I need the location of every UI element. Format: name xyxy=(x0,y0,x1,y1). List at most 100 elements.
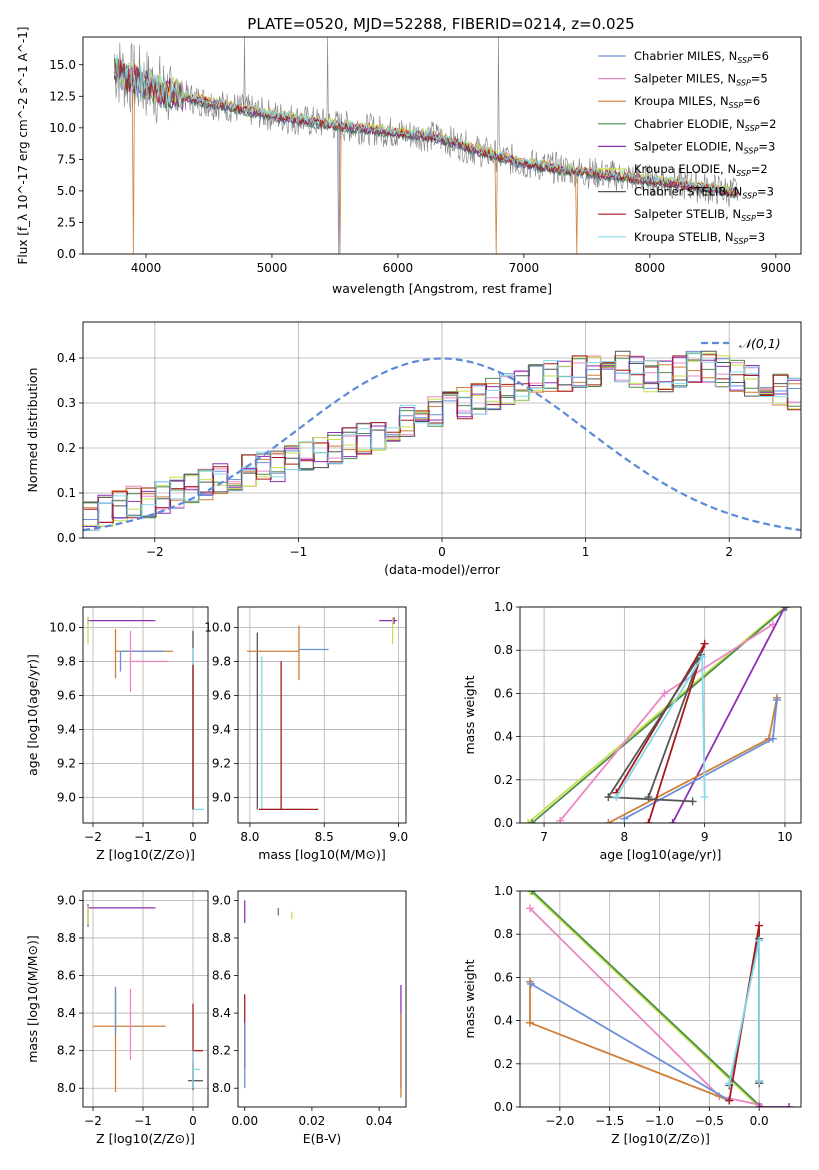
y-tick-label: 5.0 xyxy=(57,184,76,198)
y-tick-label: 0.1 xyxy=(57,486,76,500)
x-tick-label: −1.5 xyxy=(595,1114,624,1128)
weight-marker xyxy=(755,1077,764,1086)
y-tick-label: 9.4 xyxy=(57,722,76,736)
residual-histogram xyxy=(83,350,801,517)
x-tick-label: −1.0 xyxy=(645,1114,674,1128)
legend-entry: 𝒩(0,1) xyxy=(739,336,781,351)
residual-histogram xyxy=(83,355,801,509)
y-tick-label: 8.6 xyxy=(212,969,231,983)
x-tick-label: 10 xyxy=(777,830,792,844)
x-tick-label: 7 xyxy=(540,830,548,844)
residual-histogram xyxy=(83,352,801,527)
x-tick-label: −2.0 xyxy=(545,1114,574,1128)
weight-marker xyxy=(525,904,534,913)
legend-entry: Salpeter ELODIE, NSSP=3 xyxy=(634,139,775,155)
y-tick-label: 0.0 xyxy=(57,247,76,261)
y-tick-label: 10.0 xyxy=(49,620,76,634)
weight-marker xyxy=(698,652,707,661)
weight-marker xyxy=(644,793,653,802)
x-tick-label: 0.00 xyxy=(231,1114,258,1128)
y-tick-label: 8.4 xyxy=(212,1006,231,1020)
model-spectrum-line xyxy=(114,58,739,254)
weight-line xyxy=(527,607,786,823)
x-tick-label: 8.5 xyxy=(315,830,334,844)
y-tick-label: 9.0 xyxy=(57,893,76,907)
weight-marker xyxy=(527,891,536,895)
figure-title: PLATE=0520, MJD=52288, FIBERID=0214, z=0… xyxy=(247,15,634,33)
x-tick-label: 4000 xyxy=(131,261,162,275)
y-tick-label: 0.0 xyxy=(57,531,76,545)
y-tick-label: 9.0 xyxy=(212,893,231,907)
y-tick-label: 1.0 xyxy=(494,884,513,898)
x-tick-label: 5000 xyxy=(257,261,288,275)
weight-vs-age-panel: 7 8 9 10 0.0 0.2 0.4 0.6 0.8 1.0 age [log10(age/yr… xyxy=(462,600,802,862)
errorbar-plot-area xyxy=(87,904,203,1092)
age-vs-Z-panel: −2 −1 0 9.0 9.2 9.4 9.6 9.8 10.0 Z [log10(Z/Z⊙)] a… xyxy=(25,606,209,862)
y-tick-label: 9.4 xyxy=(212,722,231,736)
x-axis-label: age [log10(age/yr)] xyxy=(600,847,722,862)
x-tick-label: 7000 xyxy=(509,261,540,275)
y-tick-label: 8.2 xyxy=(57,1044,76,1058)
y-tick-label: 0.0 xyxy=(494,1100,513,1114)
x-axis-label: Z [log10(Z/Z⊙)] xyxy=(96,847,195,862)
y-tick-label: 1.0 xyxy=(494,600,513,614)
axes-frame xyxy=(519,606,802,824)
axes-frame xyxy=(237,606,407,824)
errorbar-plot-area xyxy=(87,617,204,811)
mass-vs-ebv-panel: 0.00 0.02 0.04 8.0 8.2 8.4 8.6 8.8 9.0 E(B-V) xyxy=(212,890,407,1146)
y-tick-label: 0.8 xyxy=(494,643,513,657)
x-axis-label: Z [log10(Z/Z⊙)] xyxy=(96,1131,195,1146)
residual-histogram xyxy=(84,353,801,532)
weight-line xyxy=(530,983,730,1102)
weight-marker xyxy=(612,793,621,802)
y-axis-label: mass weight xyxy=(462,675,477,754)
y-tick-label: 9.2 xyxy=(57,756,76,770)
residual-histogram xyxy=(83,356,801,527)
mass-vs-Z-panel: −2 −1 0 8.0 8.2 8.4 8.6 8.8 9.0 Z [log10(Z/Z⊙)] ma… xyxy=(25,890,209,1146)
y-tick-label: 10.0 xyxy=(49,121,76,135)
weight-line xyxy=(671,607,786,823)
y-axis-label: mass [log10(M/M⊙)] xyxy=(25,935,40,1063)
y-tick-label: 9.6 xyxy=(57,688,76,702)
y-tick-label: 0.2 xyxy=(494,773,513,787)
y-tick-label: 2.5 xyxy=(57,215,76,229)
weight-line xyxy=(606,654,702,803)
x-tick-label: 1 xyxy=(582,545,590,559)
axes-frame xyxy=(519,890,802,1108)
legend-entry: Kroupa MILES, NSSP=6 xyxy=(634,94,760,110)
weight-marker xyxy=(700,793,709,802)
residuals-plot-area xyxy=(83,350,801,532)
errorbar-plot-area xyxy=(244,900,402,1098)
weight-marker xyxy=(668,819,677,823)
x-tick-label: 2 xyxy=(725,545,733,559)
x-tick-label: −1 xyxy=(134,830,152,844)
weight-marker xyxy=(524,819,533,823)
x-tick-label: 9000 xyxy=(761,261,792,275)
y-tick-label: 8.8 xyxy=(212,931,231,945)
x-tick-label: −1 xyxy=(134,1114,152,1128)
weight-marker xyxy=(660,689,669,698)
y-tick-label: 0.4 xyxy=(494,730,513,744)
weight-vs-Z-panel: −2.0 −1.5 −1.0 −0.5 0.0 0.0 0.2 0.4 0.6 0.8 1.0 Z [… xyxy=(462,884,802,1146)
weight-marker xyxy=(785,1103,794,1107)
axes-frame xyxy=(82,890,209,1108)
x-axis-label: E(B-V) xyxy=(303,1131,342,1146)
x-tick-label: −0.5 xyxy=(695,1114,724,1128)
weight-marker xyxy=(525,1018,534,1027)
y-axis-label: age [log10(age/yr)] xyxy=(25,654,40,776)
y-axis-label: Normed distribution xyxy=(25,368,40,493)
y-tick-label: 9.0 xyxy=(212,790,231,804)
y-tick-label: 9.6 xyxy=(212,688,231,702)
weight-marker xyxy=(725,1079,734,1088)
weight-marker xyxy=(528,819,537,823)
y-tick-label: 0.6 xyxy=(494,970,513,984)
spectrum-legend: Chabrier MILES, NSSP=6 Salpeter MILES, NS… xyxy=(598,49,776,246)
y-tick-label: 7.5 xyxy=(57,152,76,166)
x-tick-label: 0.04 xyxy=(366,1114,393,1128)
y-tick-label: 0.2 xyxy=(57,441,76,455)
y-tick-label: 12.5 xyxy=(49,89,76,103)
y-tick-label: 9.8 xyxy=(57,654,76,668)
x-tick-label: 8000 xyxy=(635,261,666,275)
legend-entry: Chabrier ELODIE, NSSP=2 xyxy=(634,117,776,133)
weight-marker xyxy=(604,793,613,802)
